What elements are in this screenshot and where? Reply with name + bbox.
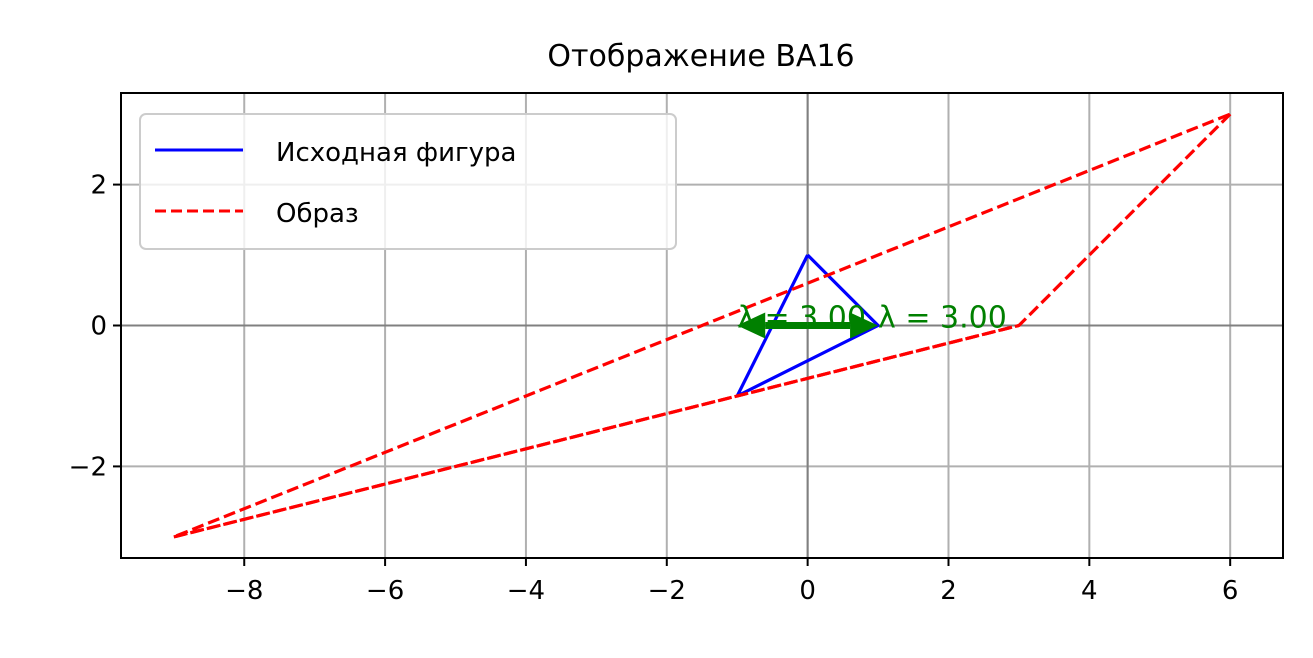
- eigen-arrow-head: [850, 312, 879, 339]
- y-tick-label: 0: [90, 312, 107, 342]
- y-tick-label: 2: [90, 171, 107, 201]
- annotations: λ = 3.00 λ = 3.00: [737, 301, 1007, 336]
- legend: Исходная фигура Образ: [139, 113, 677, 250]
- x-ticks: −8 −6 −4 −2 0 2 4 6: [225, 558, 1238, 606]
- x-tick-label: 0: [799, 576, 816, 606]
- y-tick-label: −2: [69, 452, 107, 482]
- series-image-outline-2: [173, 323, 1020, 539]
- x-tick-label: −2: [648, 576, 686, 606]
- eigen-arrow-head: [737, 312, 766, 339]
- eigenvector-arrows: [737, 312, 879, 339]
- x-tick-label: 6: [1222, 576, 1239, 606]
- x-tick-label: 4: [1081, 576, 1098, 606]
- eigenvalue-label: λ = 3.00: [878, 301, 1007, 336]
- y-ticks: −2 0 2: [69, 171, 121, 482]
- legend-label-image: Образ: [276, 199, 359, 229]
- x-tick-label: −6: [366, 576, 404, 606]
- x-tick-label: −8: [225, 576, 263, 606]
- x-tick-label: 2: [940, 576, 957, 606]
- x-tick-label: −4: [507, 576, 545, 606]
- legend-label-original: Исходная фигура: [276, 138, 516, 168]
- eigenvalue-label: λ = 3.00: [737, 301, 866, 336]
- chart-title: Отображение ВА16: [547, 39, 854, 74]
- legend-box: [139, 113, 677, 250]
